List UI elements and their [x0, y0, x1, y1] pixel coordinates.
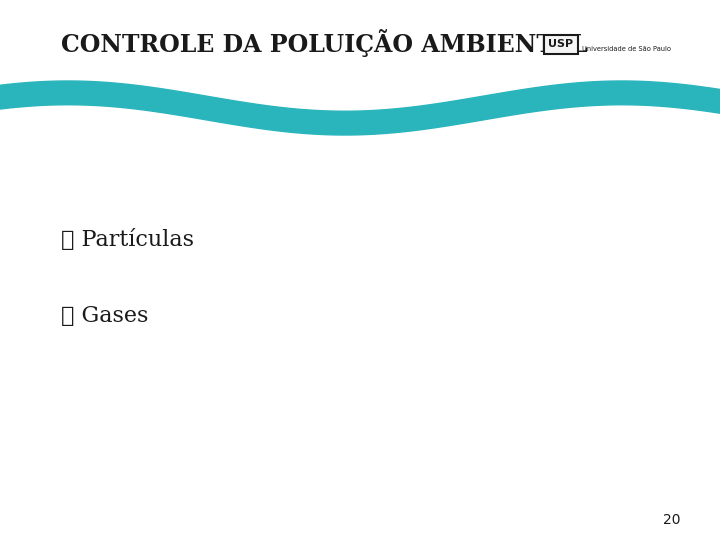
Text: USP: USP — [549, 39, 573, 49]
Bar — [544, 35, 578, 54]
Text: Universidade de São Paulo: Universidade de São Paulo — [582, 46, 671, 52]
Text: 20: 20 — [663, 512, 680, 526]
Text: CONTROLE DA POLUIÇÃO AMBIENTAL: CONTROLE DA POLUIÇÃO AMBIENTAL — [61, 29, 588, 57]
Text: ❖ Partículas: ❖ Partículas — [61, 230, 194, 251]
Text: ❖ Gases: ❖ Gases — [61, 305, 148, 327]
